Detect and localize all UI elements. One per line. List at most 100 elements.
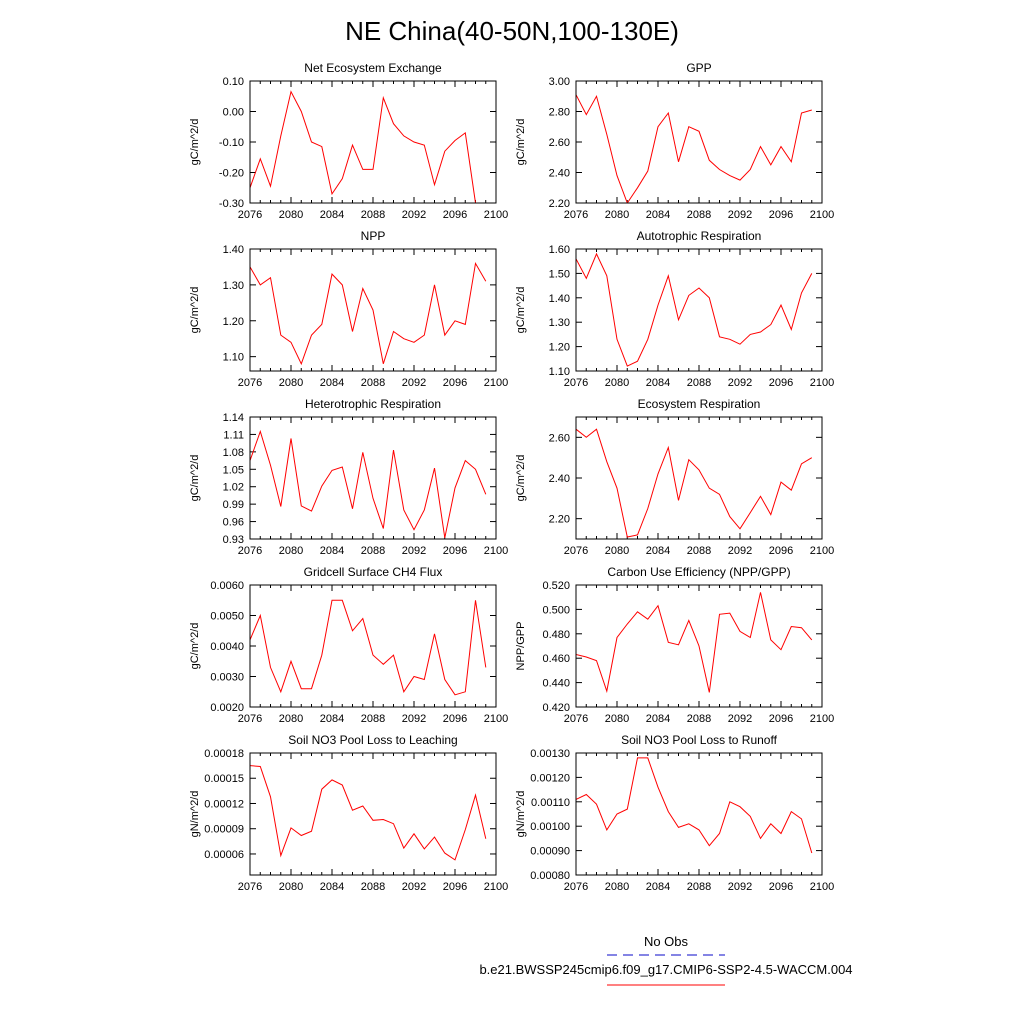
panel-title: Ecosystem Respiration bbox=[638, 397, 761, 411]
y-axis-label: gN/m^2/d bbox=[515, 791, 527, 838]
y-axis-label: gC/m^2/d bbox=[189, 119, 201, 166]
panel-npp: NPP 1.10 1.20 1.30 1.40 2076 2080 2084 2088 2092 2… bbox=[189, 229, 508, 389]
y-tick-label: 0.420 bbox=[542, 702, 570, 714]
x-tick-label: 2092 bbox=[728, 209, 752, 221]
y-tick-label: 0.00012 bbox=[204, 798, 244, 810]
legend-obs-label: No Obs bbox=[644, 934, 689, 949]
x-tick-label: 2080 bbox=[605, 545, 629, 557]
plot-frame bbox=[249, 584, 497, 708]
x-tick-label: 2096 bbox=[443, 209, 467, 221]
x-tick-label: 2080 bbox=[605, 881, 629, 893]
series-line bbox=[576, 592, 813, 694]
series-line bbox=[250, 261, 487, 366]
x-tick-label: 2076 bbox=[238, 545, 262, 557]
y-tick-label: 0.00130 bbox=[530, 748, 570, 760]
y-tick-label: 0.00 bbox=[223, 107, 244, 119]
y-tick-label: 0.99 bbox=[223, 499, 244, 511]
x-tick-label: 2100 bbox=[810, 545, 834, 557]
x-tick-label: 2080 bbox=[605, 377, 629, 389]
y-tick-label: 1.11 bbox=[223, 429, 244, 441]
x-tick-label: 2100 bbox=[484, 881, 508, 893]
panel-title: Carbon Use Efficiency (NPP/GPP) bbox=[607, 565, 790, 579]
y-tick-label: 2.40 bbox=[549, 473, 570, 485]
x-tick-label: 2076 bbox=[238, 377, 262, 389]
series-line bbox=[250, 765, 487, 861]
panel-title: Net Ecosystem Exchange bbox=[304, 61, 442, 75]
x-tick-label: 2092 bbox=[402, 209, 426, 221]
y-tick-label: 0.00110 bbox=[531, 797, 570, 809]
panel-title: Gridcell Surface CH4 Flux bbox=[304, 565, 443, 579]
x-tick-label: 2076 bbox=[564, 881, 588, 893]
y-tick-label: 0.0050 bbox=[210, 611, 244, 623]
x-tick-label: 2092 bbox=[402, 881, 426, 893]
y-tick-label: 0.0060 bbox=[210, 580, 244, 592]
y-tick-label: 2.40 bbox=[549, 168, 570, 180]
y-tick-label: -0.30 bbox=[219, 198, 244, 210]
plot-frame bbox=[575, 416, 823, 540]
x-tick-label: 2100 bbox=[810, 377, 834, 389]
y-tick-label: 0.480 bbox=[542, 629, 570, 641]
panel-soil-no3-pool-loss-to-runoff: Soil NO3 Pool Loss to Runoff 0.00080 0.000… bbox=[515, 733, 834, 893]
x-tick-label: 2084 bbox=[320, 713, 344, 725]
x-tick-label: 2088 bbox=[361, 881, 385, 893]
y-tick-label: 2.80 bbox=[549, 107, 570, 119]
y-tick-label: 0.0040 bbox=[210, 641, 244, 653]
plot-frame bbox=[575, 584, 823, 708]
plot-frame bbox=[249, 416, 497, 540]
x-tick-label: 2092 bbox=[728, 377, 752, 389]
y-tick-label: 0.00015 bbox=[204, 773, 244, 785]
y-axis-label: gC/m^2/d bbox=[515, 455, 527, 502]
x-tick-label: 2088 bbox=[687, 209, 711, 221]
x-tick-label: 2080 bbox=[279, 545, 303, 557]
y-axis-label: gC/m^2/d bbox=[189, 623, 201, 670]
y-tick-label: 1.40 bbox=[223, 244, 244, 256]
figure-title: NE China(40-50N,100-130E) bbox=[345, 16, 679, 46]
x-tick-label: 2084 bbox=[646, 713, 670, 725]
y-tick-label: 0.10 bbox=[223, 76, 244, 88]
legend-model-label: b.e21.BWSSP245cmip6.f09_g17.CMIP6-SSP2-4… bbox=[479, 962, 852, 977]
series-line bbox=[250, 429, 487, 538]
y-tick-label: 1.20 bbox=[549, 342, 570, 354]
x-tick-label: 2100 bbox=[484, 209, 508, 221]
x-tick-label: 2088 bbox=[361, 377, 385, 389]
x-tick-label: 2088 bbox=[361, 545, 385, 557]
y-tick-label: 2.60 bbox=[549, 137, 570, 149]
x-tick-label: 2092 bbox=[402, 377, 426, 389]
y-tick-label: 1.05 bbox=[223, 464, 244, 476]
x-tick-label: 2080 bbox=[279, 377, 303, 389]
panel-gridcell-surface-ch4-flux: Gridcell Surface CH4 Flux 0.0020 0.0030 0.0… bbox=[189, 565, 508, 725]
x-tick-label: 2092 bbox=[728, 881, 752, 893]
plot-frame bbox=[575, 248, 823, 372]
y-tick-label: 3.00 bbox=[549, 76, 570, 88]
panel-soil-no3-pool-loss-to-leaching: Soil NO3 Pool Loss to Leaching 0.00006 0.0… bbox=[189, 733, 508, 893]
x-tick-label: 2088 bbox=[361, 209, 385, 221]
x-tick-label: 2076 bbox=[238, 881, 262, 893]
y-tick-label: 0.0030 bbox=[210, 672, 244, 684]
x-tick-label: 2084 bbox=[320, 209, 344, 221]
x-tick-label: 2084 bbox=[646, 209, 670, 221]
series-line bbox=[250, 599, 487, 696]
series-line bbox=[576, 94, 812, 203]
y-tick-label: 1.08 bbox=[223, 447, 244, 459]
x-tick-label: 2096 bbox=[769, 377, 793, 389]
y-axis-label: gC/m^2/d bbox=[189, 287, 201, 334]
y-axis-label: NPP/GPP bbox=[515, 622, 527, 671]
y-tick-label: -0.20 bbox=[219, 168, 244, 180]
y-tick-label: 0.93 bbox=[223, 534, 244, 546]
plot-frame bbox=[575, 752, 823, 876]
panel-title: Soil NO3 Pool Loss to Runoff bbox=[621, 733, 778, 747]
legend: No Obs b.e21.BWSSP245cmip6.f09_g17.CMIP6… bbox=[479, 934, 853, 986]
y-axis-label: gN/m^2/d bbox=[189, 791, 201, 838]
y-axis-label: gC/m^2/d bbox=[515, 287, 527, 334]
x-tick-label: 2076 bbox=[564, 713, 588, 725]
x-tick-label: 2084 bbox=[320, 881, 344, 893]
x-tick-label: 2100 bbox=[810, 881, 834, 893]
y-tick-label: 0.00100 bbox=[530, 821, 570, 833]
y-tick-label: 0.00009 bbox=[204, 824, 244, 836]
panel-grid: Net Ecosystem Exchange -0.30 -0.20 -0.10 0.0… bbox=[189, 61, 834, 893]
y-tick-label: 0.520 bbox=[542, 580, 570, 592]
y-tick-label: 1.40 bbox=[549, 293, 570, 305]
plot-frame bbox=[249, 80, 497, 204]
y-tick-label: 1.02 bbox=[223, 482, 244, 494]
